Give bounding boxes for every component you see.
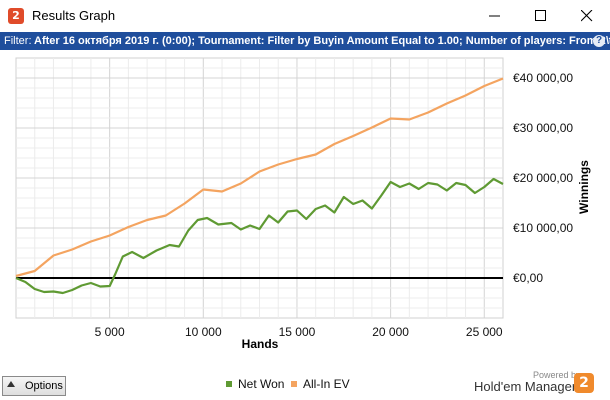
y-tick-label: €10 000,00	[513, 221, 573, 235]
minimize-button[interactable]	[472, 0, 518, 32]
legend-item-net-won[interactable]: Net Won	[226, 377, 284, 391]
y-tick-label: €30 000,00	[513, 121, 573, 135]
results-graph-chart: 5 000 10 000 15 000 20 000 25 000 €0,00 €10 0…	[15, 57, 591, 351]
y-axis-ticks: €0,00 €10 000,00 €20 000,00 €30 000,00 €40 0…	[513, 71, 573, 285]
app-logo-icon: 2	[8, 8, 24, 24]
x-tick-label: 15 000	[279, 325, 316, 339]
y-tick-label: €0,00	[513, 271, 543, 285]
bottom-bar: Options Net Won All-In EV Powered by Hol…	[0, 370, 610, 400]
x-tick-label: 5 000	[95, 325, 125, 339]
x-axis-ticks: 5 000 10 000 15 000 20 000 25 000	[95, 325, 503, 339]
legend-swatch-net-won	[226, 381, 232, 387]
close-icon	[581, 10, 593, 22]
y-tick-label: €40 000,00	[513, 71, 573, 85]
filter-description: After 16 октября 2019 г. (0:00); Tournam…	[34, 35, 610, 47]
filter-label: Filter:	[4, 35, 32, 47]
minimize-icon	[489, 15, 500, 17]
series-line-net-won	[15, 177, 504, 295]
x-axis-label: Hands	[242, 337, 279, 351]
maximize-button[interactable]	[518, 0, 564, 32]
x-tick-label: 10 000	[185, 325, 222, 339]
window-title: Results Graph	[32, 8, 116, 23]
legend-swatch-all-in-ev	[291, 381, 297, 387]
powered-by-text: Powered by	[533, 370, 581, 380]
title-bar: 2 Results Graph	[0, 0, 610, 32]
filter-bar: Filter: After 16 октября 2019 г. (0:00);…	[0, 32, 610, 50]
legend-label-all-in-ev: All-In EV	[303, 377, 350, 391]
series-line-all-in-ev	[15, 77, 504, 278]
x-tick-label: 25 000	[466, 325, 503, 339]
x-tick-label: 20 000	[372, 325, 409, 339]
help-icon[interactable]: ?	[593, 35, 605, 47]
expand-up-icon	[7, 381, 15, 387]
options-button[interactable]: Options	[2, 376, 66, 396]
hm2-logo-icon: 2	[574, 373, 594, 393]
y-axis-label: Winnings	[577, 160, 591, 214]
close-button[interactable]	[564, 0, 610, 32]
legend-label-net-won: Net Won	[238, 377, 285, 391]
y-tick-label: €20 000,00	[513, 171, 573, 185]
filter-overflow-text: \	[606, 35, 610, 47]
brand-name: Hold'em Manager	[474, 379, 577, 394]
maximize-icon	[535, 10, 546, 21]
chart-series	[15, 77, 504, 295]
legend-item-all-in-ev[interactable]: All-In EV	[291, 377, 350, 391]
options-label: Options	[25, 380, 63, 392]
